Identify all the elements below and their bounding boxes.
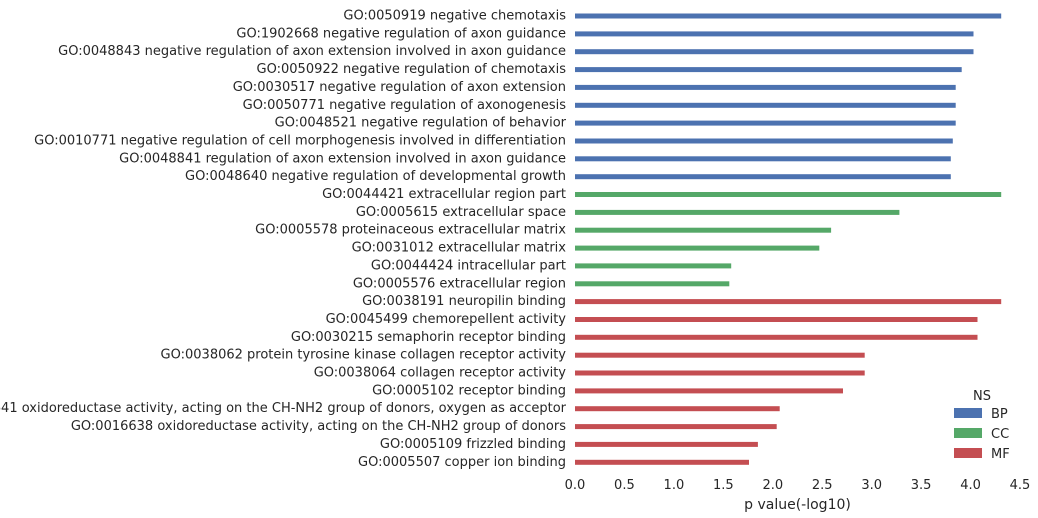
- category-label: GO:0038064 collagen receptor activity: [314, 366, 567, 381]
- category-label: GO:0050919 negative chemotaxis: [343, 9, 566, 24]
- category-label: GO:0048843 negative regulation of axon e…: [58, 44, 566, 59]
- bar-bp: [575, 31, 974, 37]
- x-axis-title: p value(-log10): [744, 497, 851, 513]
- category-label: GO:0005109 frizzled binding: [380, 437, 566, 452]
- category-label: GO:0005102 receptor binding: [372, 383, 566, 398]
- bar-bp: [575, 156, 951, 162]
- bar-bp: [575, 102, 956, 108]
- legend-label-cc: CC: [991, 427, 1009, 442]
- category-label: GO:0044421 extracellular region part: [322, 187, 566, 202]
- x-tick-label: 4.5: [1010, 478, 1031, 493]
- x-tick-label: 2.5: [812, 478, 833, 493]
- bar-bp: [575, 120, 956, 126]
- category-label: GO:0048521 negative regulation of behavi…: [275, 116, 567, 131]
- x-tick-label: 0.0: [565, 478, 586, 493]
- category-label: GO:0045499 chemorepellent activity: [326, 312, 567, 327]
- category-label: GO:0005507 copper ion binding: [358, 455, 566, 470]
- x-tick-label: 3.5: [911, 478, 932, 493]
- category-label: GO:0038191 neuropilin binding: [362, 294, 566, 309]
- category-label: GO:0050771 negative regulation of axonog…: [243, 98, 567, 113]
- category-label: GO:0010771 negative regulation of cell m…: [34, 134, 566, 149]
- x-tick-label: 0.5: [614, 478, 635, 493]
- category-label: GO:0016641 oxidoreductase activity, acti…: [0, 401, 567, 416]
- legend-title: NS: [973, 389, 991, 404]
- bar-cc: [575, 227, 832, 233]
- category-label: GO:0005578 proteinaceous extracellular m…: [255, 223, 566, 238]
- legend-label-bp: BP: [991, 407, 1008, 422]
- category-label: GO:0030517 negative regulation of axon e…: [233, 80, 566, 95]
- category-label: GO:0031012 extracellular matrix: [352, 241, 567, 256]
- bar-cc: [575, 192, 1002, 197]
- x-tick-label: 3.0: [861, 478, 882, 493]
- bars-group: [575, 13, 1002, 465]
- legend-swatch-mf: [954, 448, 982, 458]
- category-label: GO:0050922 negative regulation of chemot…: [257, 62, 567, 77]
- bar-mf: [575, 334, 978, 340]
- category-label: GO:0005615 extracellular space: [356, 205, 566, 220]
- bar-mf: [575, 424, 777, 430]
- bar-mf: [575, 388, 843, 394]
- bar-cc: [575, 281, 730, 287]
- category-label: GO:0005576 extracellular region: [353, 276, 566, 291]
- category-label: GO:1902668 negative regulation of axon g…: [236, 26, 566, 41]
- bar-bp: [575, 13, 1002, 19]
- category-label: GO:0048841 regulation of axon extension …: [119, 151, 566, 166]
- x-tick-label: 1.5: [713, 478, 734, 493]
- category-label: GO:0038062 protein tyrosine kinase colla…: [161, 348, 567, 363]
- bar-bp: [575, 138, 953, 144]
- bar-cc: [575, 209, 900, 215]
- x-tick-label: 4.0: [960, 478, 981, 493]
- category-label: GO:0030215 semaphorin receptor binding: [291, 330, 566, 345]
- bar-mf: [575, 459, 749, 465]
- x-tick-label: 1.0: [664, 478, 685, 493]
- legend-swatch-cc: [954, 428, 982, 438]
- legend-swatch-bp: [954, 408, 982, 418]
- bar-mf: [575, 406, 780, 412]
- bar-mf: [575, 352, 865, 358]
- bar-bp: [575, 67, 962, 73]
- bar-bp: [575, 174, 951, 180]
- category-label: GO:0016638 oxidoreductase activity, acti…: [71, 419, 566, 434]
- legend-label-mf: MF: [991, 447, 1010, 462]
- category-label: GO:0044424 intracellular part: [371, 258, 566, 273]
- bar-bp: [575, 49, 974, 55]
- x-tick-labels: 0.0 0.5 1.0 1.5 2.0 2.5 3.0 3.5 4.0 4.5: [565, 478, 1031, 493]
- category-labels: GO:0050919 negative chemotaxis GO:1902668…: [0, 9, 567, 470]
- bar-cc: [575, 263, 732, 269]
- bar-bp: [575, 84, 956, 90]
- bar-mf: [575, 299, 1002, 305]
- bar-mf: [575, 317, 978, 322]
- bar-mf: [575, 441, 758, 447]
- category-label: GO:0048640 negative regulation of develo…: [185, 169, 566, 184]
- legend: NS BP CC MF: [954, 389, 1010, 462]
- bar-cc: [575, 245, 820, 251]
- x-tick-label: 2.0: [762, 478, 783, 493]
- bar-mf: [575, 370, 865, 376]
